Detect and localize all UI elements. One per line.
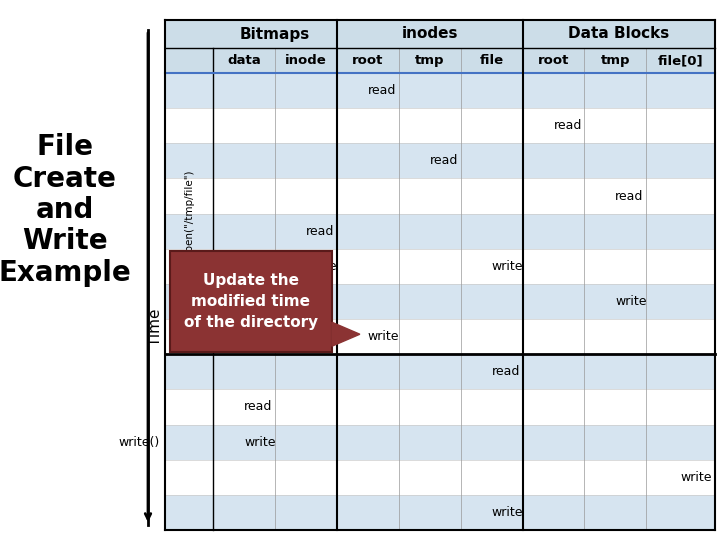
- Bar: [165, 424, 715, 460]
- Text: read: read: [430, 154, 458, 167]
- Text: data: data: [228, 54, 261, 67]
- Text: write: write: [492, 506, 523, 519]
- Text: write: write: [306, 260, 338, 273]
- Text: read: read: [554, 119, 582, 132]
- Bar: [165, 20, 715, 48]
- Bar: [165, 460, 715, 495]
- Bar: [165, 354, 715, 389]
- Text: tmp: tmp: [600, 54, 630, 67]
- Bar: [165, 108, 715, 143]
- Text: read: read: [306, 225, 334, 238]
- Text: write: write: [492, 260, 523, 273]
- Bar: [165, 284, 715, 319]
- Text: write: write: [680, 471, 712, 484]
- Bar: [165, 389, 715, 424]
- Text: root: root: [352, 54, 384, 67]
- Text: read: read: [492, 365, 520, 379]
- Bar: [165, 178, 715, 214]
- Text: read: read: [368, 84, 396, 97]
- Text: file: file: [480, 54, 503, 67]
- Text: write: write: [616, 295, 647, 308]
- Text: open("/tmp/file"): open("/tmp/file"): [184, 170, 194, 258]
- Text: read: read: [616, 190, 644, 202]
- Bar: [165, 48, 715, 73]
- Polygon shape: [332, 322, 360, 346]
- Bar: [165, 214, 715, 249]
- Text: write: write: [368, 330, 400, 343]
- Bar: [165, 73, 715, 108]
- Bar: [165, 249, 715, 284]
- FancyBboxPatch shape: [170, 251, 332, 352]
- Text: write: write: [244, 436, 276, 449]
- Text: read: read: [244, 401, 272, 414]
- Text: Data Blocks: Data Blocks: [568, 26, 670, 42]
- Bar: [165, 319, 715, 354]
- Text: File
Create
and
Write
Example: File Create and Write Example: [0, 133, 131, 287]
- Bar: [165, 143, 715, 178]
- Text: Bitmaps: Bitmaps: [240, 26, 310, 42]
- Text: Time: Time: [148, 309, 163, 346]
- Text: root: root: [538, 54, 569, 67]
- Text: Update the
modified time
of the directory: Update the modified time of the director…: [184, 273, 318, 330]
- Text: write(): write(): [119, 436, 160, 449]
- Text: tmp: tmp: [415, 54, 444, 67]
- Text: inodes: inodes: [402, 26, 458, 42]
- Text: file[0]: file[0]: [658, 54, 703, 67]
- Text: inode: inode: [285, 54, 327, 67]
- Bar: [165, 495, 715, 530]
